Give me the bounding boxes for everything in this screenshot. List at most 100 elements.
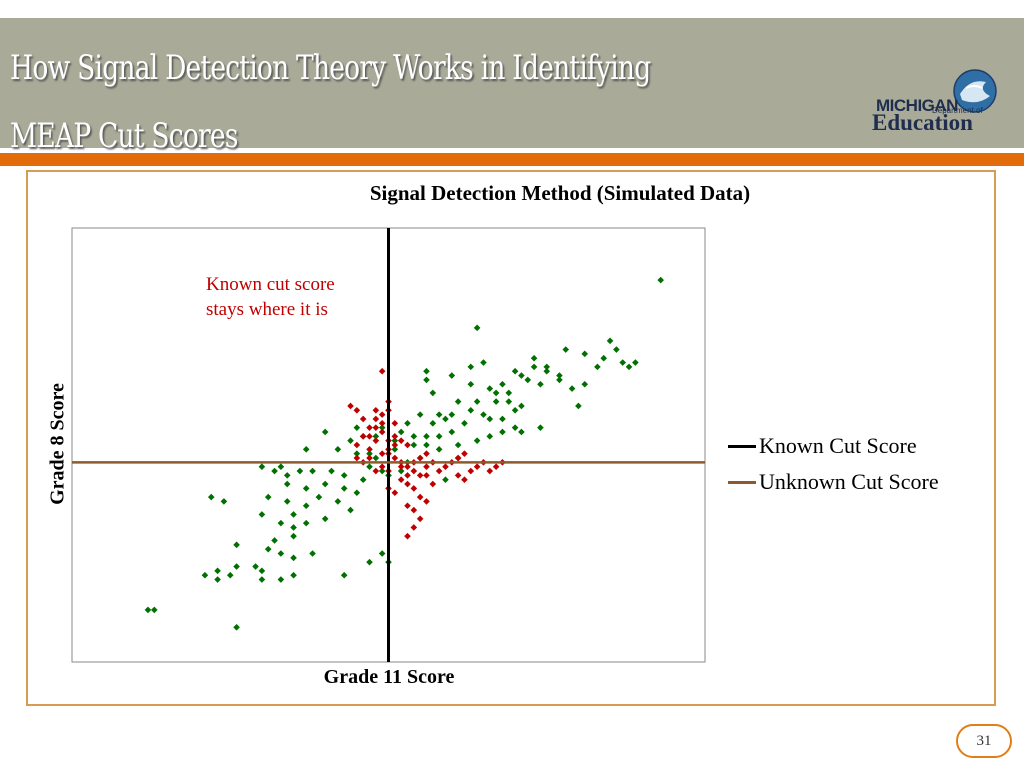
data-point-0-135	[556, 372, 563, 379]
content-frame	[26, 170, 996, 706]
data-point-0-137	[486, 415, 494, 423]
data-point-0-133	[530, 354, 538, 362]
data-point-0-7	[233, 563, 240, 570]
data-point-0-47	[220, 498, 228, 505]
legend-label-known: Known Cut Score	[759, 433, 917, 458]
data-point-1-10	[397, 437, 405, 444]
data-point-1-58	[353, 406, 361, 414]
data-point-0-27	[283, 498, 291, 505]
data-point-1-55	[378, 420, 386, 427]
data-point-1-42	[397, 463, 405, 470]
legend-item-known-cut: Known Cut Score	[728, 428, 939, 464]
data-point-1-7	[372, 437, 380, 444]
data-point-1-46	[423, 450, 430, 457]
data-point-0-100	[353, 450, 361, 457]
data-point-1-3	[378, 411, 386, 418]
data-point-0-8	[252, 563, 259, 570]
data-point-1-0	[347, 402, 354, 410]
data-point-0-128	[480, 359, 487, 366]
data-point-1-26	[410, 506, 418, 514]
data-point-0-67	[499, 428, 506, 436]
data-point-0-3	[201, 571, 209, 579]
data-point-1-1	[366, 424, 373, 431]
data-point-0-118	[625, 363, 633, 371]
data-point-1-29	[404, 532, 411, 540]
data-point-1-4	[359, 433, 367, 440]
data-point-1-20	[410, 485, 418, 492]
data-point-1-33	[442, 463, 449, 470]
data-point-1-38	[423, 463, 430, 470]
annotation: Known cut score stays where it is	[206, 272, 335, 322]
data-point-0-37	[309, 467, 316, 475]
data-point-0-116	[340, 571, 348, 579]
data-point-0-73	[454, 398, 462, 405]
data-point-1-60	[454, 472, 462, 479]
data-point-0-59	[448, 428, 456, 436]
data-point-0-69	[435, 411, 443, 418]
data-point-0-50	[372, 454, 380, 462]
data-point-0-26	[264, 493, 272, 501]
x-axis-label: Grade 11 Score	[323, 666, 455, 688]
data-point-0-44	[271, 467, 278, 475]
data-point-0-74	[473, 398, 481, 405]
data-point-1-71	[366, 433, 373, 440]
data-point-1-2	[372, 415, 380, 423]
orange-divider-bar	[0, 153, 1024, 166]
data-point-0-6	[214, 567, 221, 575]
legend-label-unknown: Unknown Cut Score	[759, 469, 939, 494]
data-point-1-24	[423, 498, 430, 505]
data-point-0-121	[581, 380, 589, 388]
data-point-0-93	[575, 402, 582, 410]
data-point-0-32	[283, 480, 291, 488]
data-point-0-138	[499, 415, 506, 423]
data-point-1-16	[410, 467, 418, 475]
data-point-0-85	[511, 367, 519, 375]
data-point-0-87	[543, 363, 551, 371]
data-point-0-136	[568, 385, 576, 392]
data-point-1-17	[416, 472, 424, 479]
data-point-0-5	[226, 571, 234, 579]
data-point-0-78	[429, 389, 437, 397]
data-point-1-52	[353, 454, 361, 462]
data-point-0-46	[207, 493, 215, 501]
data-point-1-61	[461, 476, 468, 484]
data-point-0-22	[277, 519, 285, 527]
data-point-0-92	[613, 346, 620, 353]
data-point-0-39	[340, 472, 348, 479]
data-point-1-40	[372, 467, 380, 475]
data-point-0-57	[423, 433, 430, 440]
data-point-1-66	[492, 463, 500, 470]
data-point-0-70	[448, 411, 456, 418]
data-point-0-13	[233, 541, 240, 549]
data-point-0-24	[302, 519, 310, 527]
data-point-0-56	[410, 441, 418, 449]
data-point-0-36	[353, 489, 361, 497]
data-point-0-94	[518, 428, 525, 436]
data-point-0-115	[366, 558, 373, 566]
data-point-0-25	[321, 515, 329, 523]
data-point-0-34	[321, 480, 329, 488]
data-point-0-19	[290, 532, 297, 540]
data-point-0-81	[499, 380, 506, 388]
data-point-1-62	[467, 467, 475, 475]
data-point-0-124	[423, 367, 430, 375]
data-point-1-39	[378, 463, 386, 470]
data-point-0-83	[524, 376, 532, 384]
data-point-0-20	[290, 524, 297, 531]
data-point-0-11	[258, 567, 266, 575]
logo-text-department: Department of	[932, 106, 983, 115]
data-point-1-27	[416, 515, 424, 523]
data-point-1-18	[397, 476, 405, 484]
data-point-1-68	[378, 367, 386, 375]
data-point-1-15	[404, 463, 411, 470]
data-point-1-31	[429, 480, 437, 488]
data-point-0-72	[480, 411, 487, 418]
data-point-0-89	[562, 346, 570, 353]
data-point-0-31	[347, 506, 354, 514]
data-point-0-1	[150, 606, 158, 614]
data-point-0-62	[442, 415, 449, 423]
data-point-0-113	[378, 550, 386, 557]
data-point-1-25	[404, 502, 411, 510]
data-point-0-63	[461, 420, 468, 427]
data-point-1-28	[410, 524, 418, 531]
